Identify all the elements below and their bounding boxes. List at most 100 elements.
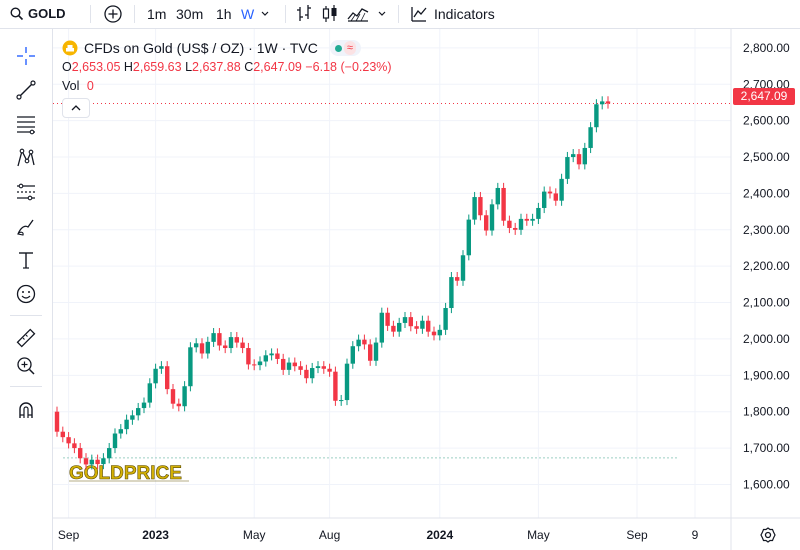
candle-body [344, 363, 350, 401]
symbol-name: GOLD [28, 6, 66, 21]
candle-body [240, 342, 245, 349]
price-tick-label: 2,700.00 [743, 77, 790, 91]
collapse-legend-button[interactable] [62, 98, 90, 118]
zoom-in-icon [17, 357, 35, 375]
candle-body [269, 353, 274, 356]
area-chart-type-button[interactable] [347, 0, 369, 28]
interval-1h[interactable]: 1h [216, 6, 232, 22]
candle-body [141, 402, 147, 409]
pattern-tool[interactable] [13, 145, 39, 171]
candle-body [234, 337, 239, 343]
time-tick-label: Aug [319, 528, 340, 542]
candle-body [246, 348, 251, 365]
chevron-down-icon [261, 11, 269, 16]
candle-body [211, 333, 216, 342]
candle-body [101, 458, 106, 465]
chart-type-dropdown[interactable] [377, 0, 387, 28]
chart-settings-button[interactable] [760, 527, 776, 548]
chevron-down-icon [378, 11, 386, 16]
price-tick-label: 2,000.00 [743, 332, 790, 346]
volume-label: Vol [62, 79, 80, 93]
candle-body [130, 415, 135, 420]
ruler-icon [16, 328, 36, 348]
magnet-tool[interactable] [13, 397, 39, 423]
chart-grid [53, 29, 731, 518]
price-tick-label: 2,600.00 [743, 114, 790, 128]
candle-body [495, 187, 500, 205]
candle-body [252, 364, 257, 366]
candle-body [518, 218, 524, 230]
interval-1m[interactable]: 1m [147, 6, 167, 22]
candle-body [402, 317, 408, 323]
candle-body [437, 329, 442, 336]
candle-body [83, 458, 89, 465]
bars-chart-type-button[interactable] [295, 0, 313, 28]
candle-body [576, 154, 582, 165]
candle-body [397, 322, 402, 332]
candle-body [223, 345, 228, 349]
fib-retracement-tool[interactable] [13, 111, 39, 137]
candle-body [136, 408, 141, 416]
time-tick-label: May [527, 528, 550, 542]
time-tick-label: May [243, 528, 266, 542]
price-tick-label: 1,800.00 [743, 405, 790, 419]
interval-dropdown[interactable] [260, 0, 270, 28]
price-tick-label: 2,100.00 [743, 296, 790, 310]
horizontal-lines-icon [17, 116, 35, 135]
candle-body [199, 343, 205, 354]
candle-body [478, 197, 483, 216]
candle-body [275, 353, 280, 359]
brush-tool[interactable] [13, 213, 39, 239]
chart-legend: CFDs on Gold (US$ / OZ) · 1W · TVC ≈ [62, 40, 361, 56]
candle-body [54, 411, 60, 432]
candle-body [414, 326, 419, 329]
price-tick-label: 1,700.00 [743, 441, 790, 455]
candle-body [431, 331, 437, 336]
candle-body [304, 369, 309, 379]
gold-symbol-icon [62, 40, 78, 56]
interval-30m[interactable]: 30m [176, 6, 204, 22]
emoji-tool[interactable] [13, 281, 39, 307]
price-tick-label: 2,200.00 [743, 259, 790, 273]
candles-icon [322, 5, 337, 22]
candle-body [339, 400, 344, 402]
open-label: O [62, 60, 72, 74]
candle-body [72, 443, 77, 449]
forecasting-tool[interactable] [13, 179, 39, 205]
candle-body [310, 368, 315, 379]
symbol-search[interactable]: GOLD [10, 0, 66, 28]
candle-body [373, 342, 379, 361]
trend-line-tool[interactable] [13, 77, 39, 103]
last-price-label: 2,647.09 [733, 88, 795, 105]
zoom-in-tool[interactable] [13, 353, 39, 379]
time-axis[interactable]: Sep 2023 May Aug 2024 May Sep 9 [53, 517, 800, 542]
candles-chart-type-button[interactable] [321, 0, 339, 28]
text-tool[interactable] [13, 247, 39, 273]
measure-tool[interactable] [13, 325, 39, 351]
low-label: L [185, 60, 193, 74]
magnet-icon [19, 402, 33, 418]
pattern-icon [17, 148, 35, 167]
volume-legend: Vol 0 [62, 79, 94, 93]
candle-body [89, 459, 94, 465]
divider [10, 315, 42, 316]
market-status-badge[interactable]: ≈ [329, 40, 361, 56]
indicators-button[interactable]: Indicators [410, 0, 495, 28]
candle-body [524, 218, 529, 221]
candle-body [472, 197, 477, 220]
price-axis[interactable]: 1,600.00 1,700.00 1,800.00 1,900.00 2,000.00… [730, 29, 790, 550]
add-symbol-button[interactable] [103, 0, 123, 28]
time-tick-label: Sep [58, 528, 80, 542]
price-tick-label: 2,500.00 [743, 150, 790, 164]
candle-body [327, 368, 332, 372]
candle-body [286, 362, 292, 370]
candle-body [466, 219, 471, 256]
crosshair-tool[interactable] [13, 43, 39, 69]
interval-W[interactable]: W [241, 6, 255, 22]
close-value: 2,647.09 [253, 60, 302, 74]
candle-body [547, 191, 553, 194]
price-chart[interactable]: GOLDPRICE 1,600.00 1,700.00 1,800.00 1,900.… [53, 29, 800, 550]
indicators-icon [411, 7, 427, 22]
candle-body [315, 366, 321, 369]
divider [10, 386, 42, 387]
